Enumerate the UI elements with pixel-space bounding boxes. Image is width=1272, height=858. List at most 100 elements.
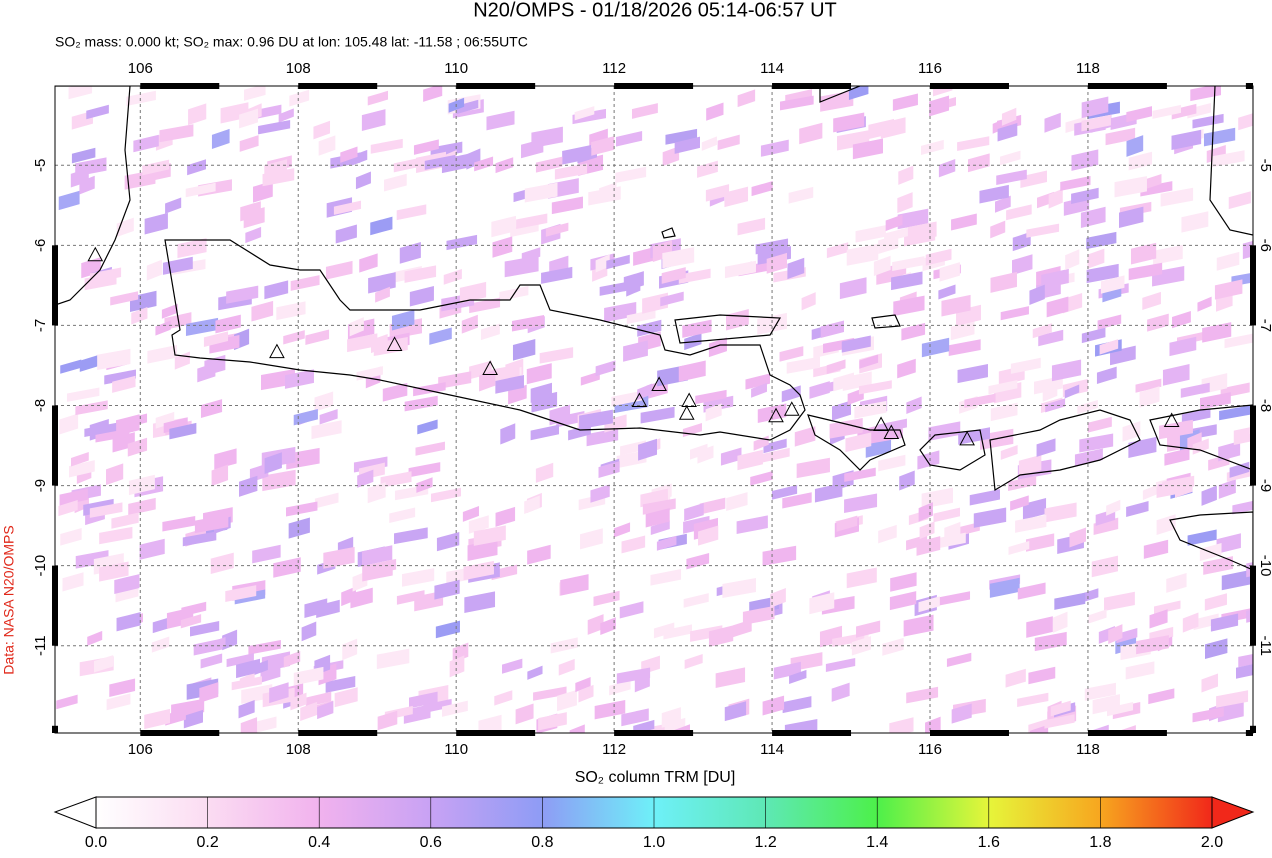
frame-bar <box>772 83 852 89</box>
so2-pixel <box>621 535 646 554</box>
so2-pixel <box>473 525 506 546</box>
so2-pixel <box>662 247 695 269</box>
so2-pixel <box>183 709 203 729</box>
so2-pixel <box>368 558 397 576</box>
so2-pixel <box>71 147 96 164</box>
so2-pixel <box>478 714 502 733</box>
volcano <box>883 424 900 440</box>
so2-pixel <box>188 103 207 126</box>
so2-pixel <box>1008 540 1030 555</box>
so2-pixel <box>128 497 156 516</box>
so2-pixel <box>715 667 746 688</box>
so2-pixel <box>885 214 903 231</box>
credit: Data: NASA N20/OMPS <box>1 525 17 674</box>
so2-pixel <box>367 90 389 106</box>
so2-pixel <box>856 620 881 638</box>
graticule <box>55 86 1253 733</box>
so2-pixel <box>720 447 742 466</box>
so2-pixel <box>660 291 684 307</box>
so2-pixel <box>613 522 631 538</box>
so2-pixel <box>941 294 971 317</box>
volcano <box>1163 412 1180 428</box>
so2-pixel <box>300 701 318 722</box>
so2-pixel <box>640 406 675 424</box>
lat-tick-label: -11 <box>32 635 49 656</box>
so2-pixel <box>126 90 156 107</box>
so2-pixel <box>1086 263 1119 284</box>
so2-pixel <box>1203 556 1233 575</box>
so2-pixel <box>1216 533 1241 554</box>
so2-pixel <box>626 280 641 297</box>
so2-pixel <box>726 309 749 331</box>
so2-pixel <box>1087 416 1112 433</box>
so2-pixel <box>413 382 446 397</box>
lon-tick-label: 118 <box>1076 60 1100 77</box>
so2-pixel <box>244 86 266 101</box>
so2-pixel <box>939 591 971 606</box>
colorbar-tick-label: 1.0 <box>643 834 665 851</box>
so2-pixel <box>833 372 854 392</box>
so2-pixel <box>1088 609 1107 624</box>
so2-pixel <box>1235 664 1253 679</box>
lon-tick-label: 110 <box>444 60 468 77</box>
so2-pixel <box>788 186 814 204</box>
so2-pixel <box>1169 336 1197 357</box>
so2-pixel <box>1201 673 1219 693</box>
so2-pixel <box>852 138 883 160</box>
lon-tick-label: 108 <box>286 60 311 77</box>
so2-pixel <box>591 136 615 156</box>
so2-pixel <box>1187 432 1202 451</box>
so2-pixel <box>479 369 496 392</box>
so2-pixel <box>1119 206 1144 229</box>
so2-pixel <box>367 482 386 504</box>
so2-pixel <box>726 492 748 512</box>
so2-pixel <box>169 422 197 440</box>
lon-tick-label: 114 <box>760 60 784 77</box>
so2-pixel <box>435 620 460 639</box>
so2-pixel <box>556 410 585 428</box>
so2-pixel <box>106 693 131 711</box>
so2-pixel <box>147 345 177 364</box>
so2-pixel <box>417 419 438 435</box>
so2-pixel <box>290 275 320 291</box>
so2-pixel <box>413 139 439 155</box>
lat-tick-label: -11 <box>1257 635 1272 656</box>
so2-pixel <box>89 267 122 284</box>
so2-pixel <box>919 521 935 540</box>
colorbar-tick-label: 0.8 <box>531 834 553 851</box>
so2-pixel <box>1204 638 1228 659</box>
so2-pixel <box>1180 382 1210 398</box>
so2-pixel <box>1010 495 1029 511</box>
so2-pixel <box>1000 445 1018 460</box>
so2-pixel <box>1041 268 1069 289</box>
so2-pixel <box>333 200 362 215</box>
so2-pixel <box>396 590 425 605</box>
so2-pixel <box>1187 103 1211 119</box>
so2-pixel <box>1216 251 1240 271</box>
so2-pixel <box>946 652 972 667</box>
so2-pixel <box>705 184 730 202</box>
volcano <box>873 416 889 432</box>
so2-pixel <box>75 157 107 177</box>
so2-pixel <box>231 676 262 691</box>
so2-pixel <box>859 354 879 369</box>
so2-pixel <box>938 159 956 178</box>
so2-pixel <box>1032 323 1052 339</box>
so2-pixel <box>283 650 301 668</box>
so2-pixel <box>1181 408 1211 424</box>
so2-pixel <box>1042 382 1058 402</box>
so2-pixel <box>262 469 296 492</box>
so2-pixel <box>161 303 178 319</box>
so2-pixel <box>318 135 336 156</box>
so2-pixel <box>99 526 133 545</box>
so2-pixel <box>127 437 148 457</box>
so2-pixel <box>782 696 812 714</box>
so2-pixel <box>1143 174 1162 190</box>
lat-tick-label: -7 <box>1257 319 1272 332</box>
so2-pixel <box>495 506 516 527</box>
so2-pixel <box>1159 419 1193 440</box>
lon-tick-label: 110 <box>444 741 468 758</box>
so2-pixel <box>325 260 353 280</box>
so2-pixel <box>211 464 229 487</box>
